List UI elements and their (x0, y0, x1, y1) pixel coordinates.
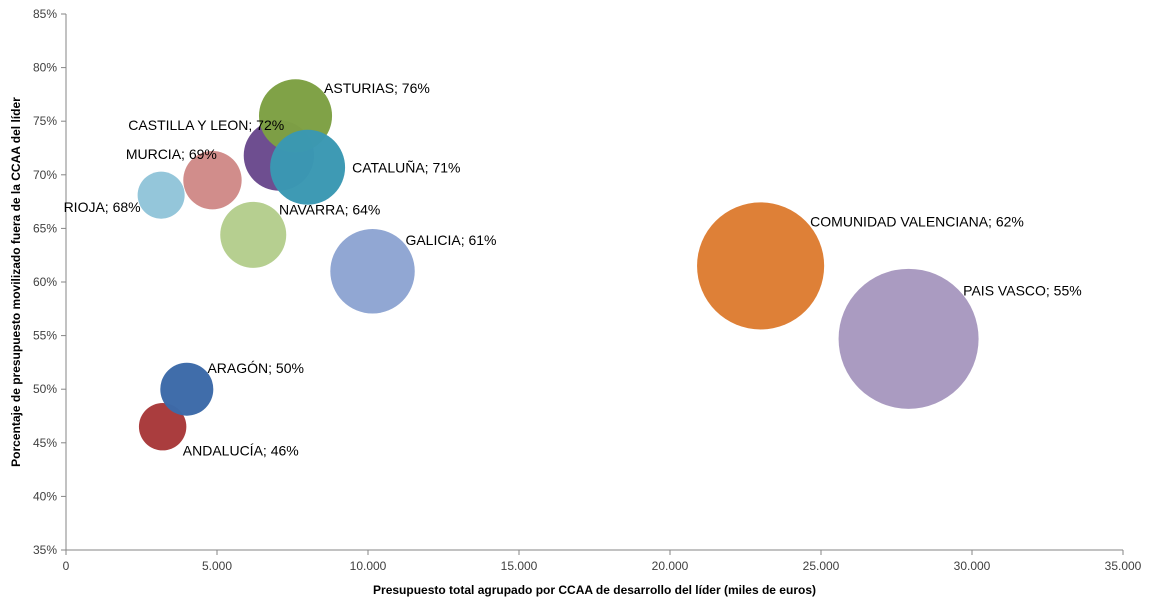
data-label: CATALUÑA; 71% (352, 159, 460, 175)
bubble (330, 229, 415, 314)
y-tick-label: 75% (33, 114, 57, 128)
bubble (183, 150, 242, 210)
y-tick-label: 45% (33, 436, 57, 450)
bubble (838, 268, 979, 409)
bubble (160, 362, 214, 416)
x-tick-label: 0 (63, 559, 70, 573)
data-label: CASTILLA Y LEON; 72% (128, 117, 284, 133)
y-tick-label: 35% (33, 543, 57, 557)
data-label: ASTURIAS; 76% (324, 80, 430, 96)
y-tick-label: 80% (33, 61, 57, 75)
data-label: RIOJA; 68% (64, 199, 141, 215)
x-tick-label: 30.000 (954, 559, 991, 573)
data-label: ANDALUCÍA; 46% (183, 443, 299, 459)
x-axis-title: Presupuesto total agrupado por CCAA de d… (373, 583, 816, 597)
y-tick-label: 65% (33, 221, 57, 235)
data-label: COMUNIDAD VALENCIANA; 62% (810, 214, 1024, 230)
x-tick-label: 5.000 (202, 559, 232, 573)
data-label: MURCIA; 69% (126, 146, 217, 162)
data-label: PAIS VASCO; 55% (963, 282, 1082, 298)
bubble (137, 171, 185, 219)
data-label: GALICIA; 61% (405, 232, 496, 248)
y-axis-title: Porcentaje de presupuesto movilizado fue… (9, 97, 23, 467)
x-tick-label: 25.000 (803, 559, 840, 573)
x-tick-label: 15.000 (501, 559, 538, 573)
x-tick-label: 20.000 (652, 559, 689, 573)
y-tick-label: 40% (33, 489, 57, 503)
x-tick-label: 10.000 (350, 559, 387, 573)
y-tick-label: 60% (33, 275, 57, 289)
bubbles (137, 79, 979, 451)
bubble (138, 403, 187, 451)
y-tick-label: 85% (33, 7, 57, 21)
y-tick-label: 55% (33, 329, 57, 343)
y-axis-ticks: 35% 40% 45% 50% 55% 60% 65% 70% 75% 80% 85% (33, 7, 66, 557)
bubble (697, 202, 825, 330)
data-labels: RIOJA; 68% ANDALUCÍA; 46% ARAGÓN; 50% MURCI… (64, 80, 1082, 458)
data-label: NAVARRA; 64% (279, 201, 380, 217)
bubble (220, 201, 287, 268)
y-tick-label: 50% (33, 382, 57, 396)
bubble (270, 129, 346, 205)
data-label: ARAGÓN; 50% (207, 360, 303, 376)
y-tick-label: 70% (33, 168, 57, 182)
x-tick-label: 35.000 (1105, 559, 1142, 573)
x-axis-ticks: 0 5.000 10.000 15.000 20.000 25.000 30.000 35.0… (63, 550, 1142, 573)
